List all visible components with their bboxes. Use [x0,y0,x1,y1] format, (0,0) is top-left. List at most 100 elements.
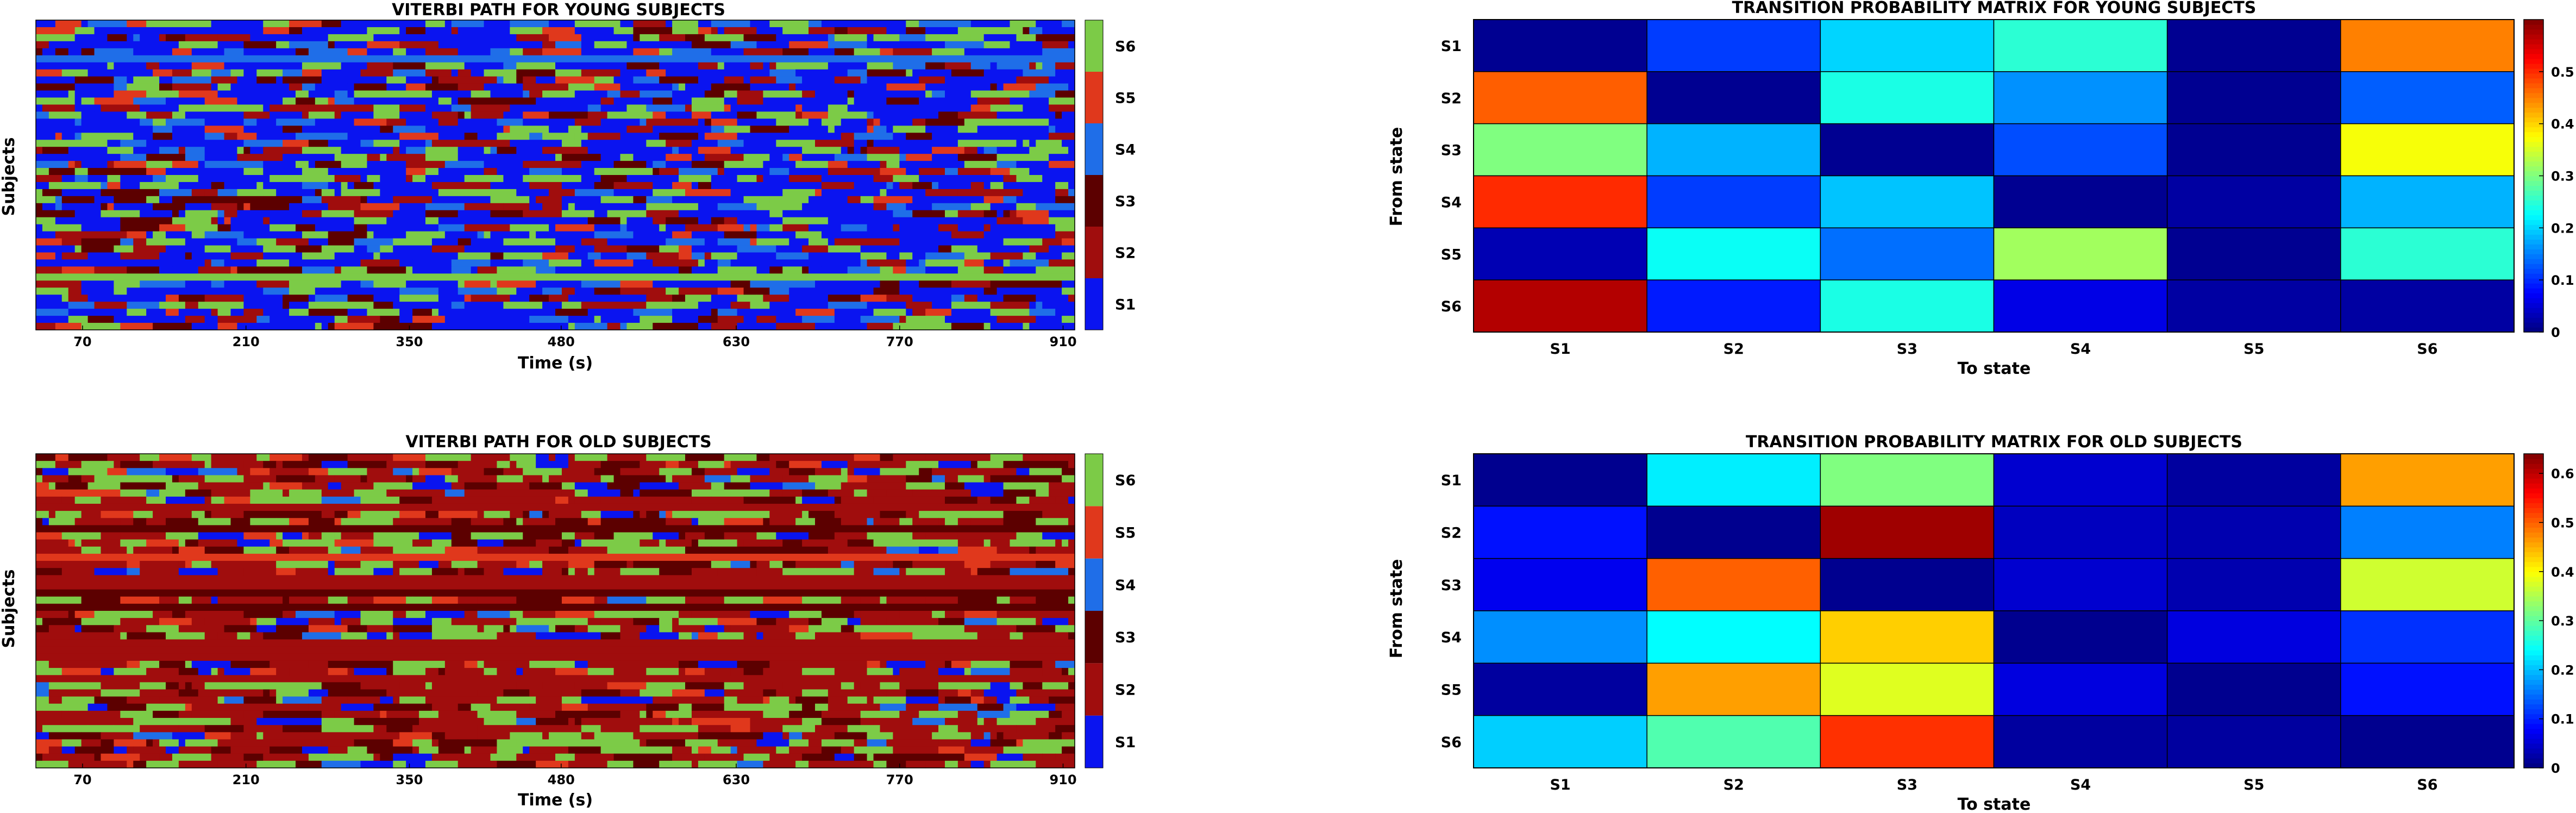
viterbi-segment [81,753,95,761]
viterbi-segment [867,34,874,42]
state-color-swatch [1085,20,1103,72]
viterbi-segment [120,224,160,232]
viterbi-segment [626,217,653,225]
viterbi-old-ylabel: Subjects [0,569,18,648]
matrix-cell [1820,453,1995,507]
viterbi-segment [457,461,498,468]
viterbi-segment [204,161,231,168]
viterbi-segment [101,668,114,676]
viterbi-segment [711,118,738,126]
colorbar-segment [2524,298,2543,303]
viterbi-segment [412,468,419,476]
viterbi-segment [425,611,465,618]
viterbi-segment [899,245,939,253]
viterbi-segment [302,210,322,218]
viterbi-segment [386,154,426,161]
viterbi-segment [140,182,179,190]
colorbar-segment [2524,621,2543,626]
viterbi-segment [666,259,699,267]
viterbi-segment [834,34,868,42]
viterbi-segment [685,224,718,232]
viterbi-segment [55,760,62,768]
viterbi-segment [919,618,939,626]
viterbi-segment [990,224,1023,232]
viterbi-segment [925,287,958,295]
viterbi-segment [133,316,147,323]
viterbi-segment [1042,238,1062,246]
viterbi-segment [510,238,536,246]
col-tick-label: S6 [2417,777,2437,793]
viterbi-segment [626,175,666,183]
viterbi-segment [217,309,231,316]
viterbi-segment [36,632,69,640]
viterbi-segment [412,259,439,267]
viterbi-segment [626,126,653,133]
viterbi-segment [444,161,485,168]
viterbi-segment [153,280,186,288]
matrix-cell [1646,123,1821,177]
viterbi-segment [87,703,108,711]
viterbi-segment [808,196,848,204]
viterbi-segment [477,660,485,668]
viterbi-segment [555,217,588,225]
viterbi-segment [503,625,510,633]
viterbi-segment [1036,546,1062,554]
matrix-cell [1993,453,2168,507]
viterbi-segment [730,518,763,526]
viterbi-segment [140,496,147,504]
viterbi-segment [938,668,965,676]
viterbi-segment [867,753,874,761]
viterbi-segment [561,489,575,497]
colorbar-segment [2524,215,2543,220]
viterbi-segment [107,203,114,211]
viterbi-segment [983,238,1004,246]
viterbi-segment [555,245,575,253]
viterbi-segment [114,259,140,267]
viterbi-segment [101,739,114,747]
viterbi-segment [425,718,465,726]
viterbi-segment [964,161,998,168]
viterbi-segment [256,625,277,633]
viterbi-segment [561,231,595,239]
viterbi-segment [347,133,368,140]
viterbi-segment [120,710,153,718]
viterbi-segment [36,182,49,190]
viterbi-segment [996,111,1004,119]
viterbi-segment [451,532,472,540]
state-color-swatch [1085,72,1103,123]
viterbi-segment [867,660,881,668]
viterbi-segment [886,295,913,302]
viterbi-segment [711,496,744,504]
viterbi-segment [328,97,335,105]
viterbi-segment [542,48,562,56]
viterbi-segment [127,696,160,704]
viterbi-segment [87,20,127,28]
viterbi-segment [906,475,932,483]
viterbi-segment [276,689,309,697]
viterbi-segment [841,660,868,668]
viterbi-segment [347,309,368,316]
viterbi-segment [386,725,413,733]
viterbi-segment [367,632,387,640]
viterbi-segment [444,489,465,497]
viterbi-segment [127,231,147,239]
viterbi-segment [970,568,978,576]
viterbi-segment [653,323,679,330]
viterbi-segment [717,568,757,576]
viterbi-segment [425,62,465,70]
viterbi-segment [938,245,952,253]
viterbi-segment [191,461,205,468]
viterbi-segment [328,746,342,754]
viterbi-segment [510,20,549,28]
viterbi-segment [795,696,829,704]
viterbi-segment [243,309,264,316]
viterbi-segment [516,147,543,154]
viterbi-segment [1036,561,1056,568]
viterbi-segment [659,468,692,476]
viterbi-segment [561,97,601,105]
viterbi-segment [457,147,485,154]
state-label: S4 [1115,577,1136,594]
viterbi-segment [983,539,991,547]
viterbi-segment [68,133,76,140]
viterbi-segment [503,468,523,476]
